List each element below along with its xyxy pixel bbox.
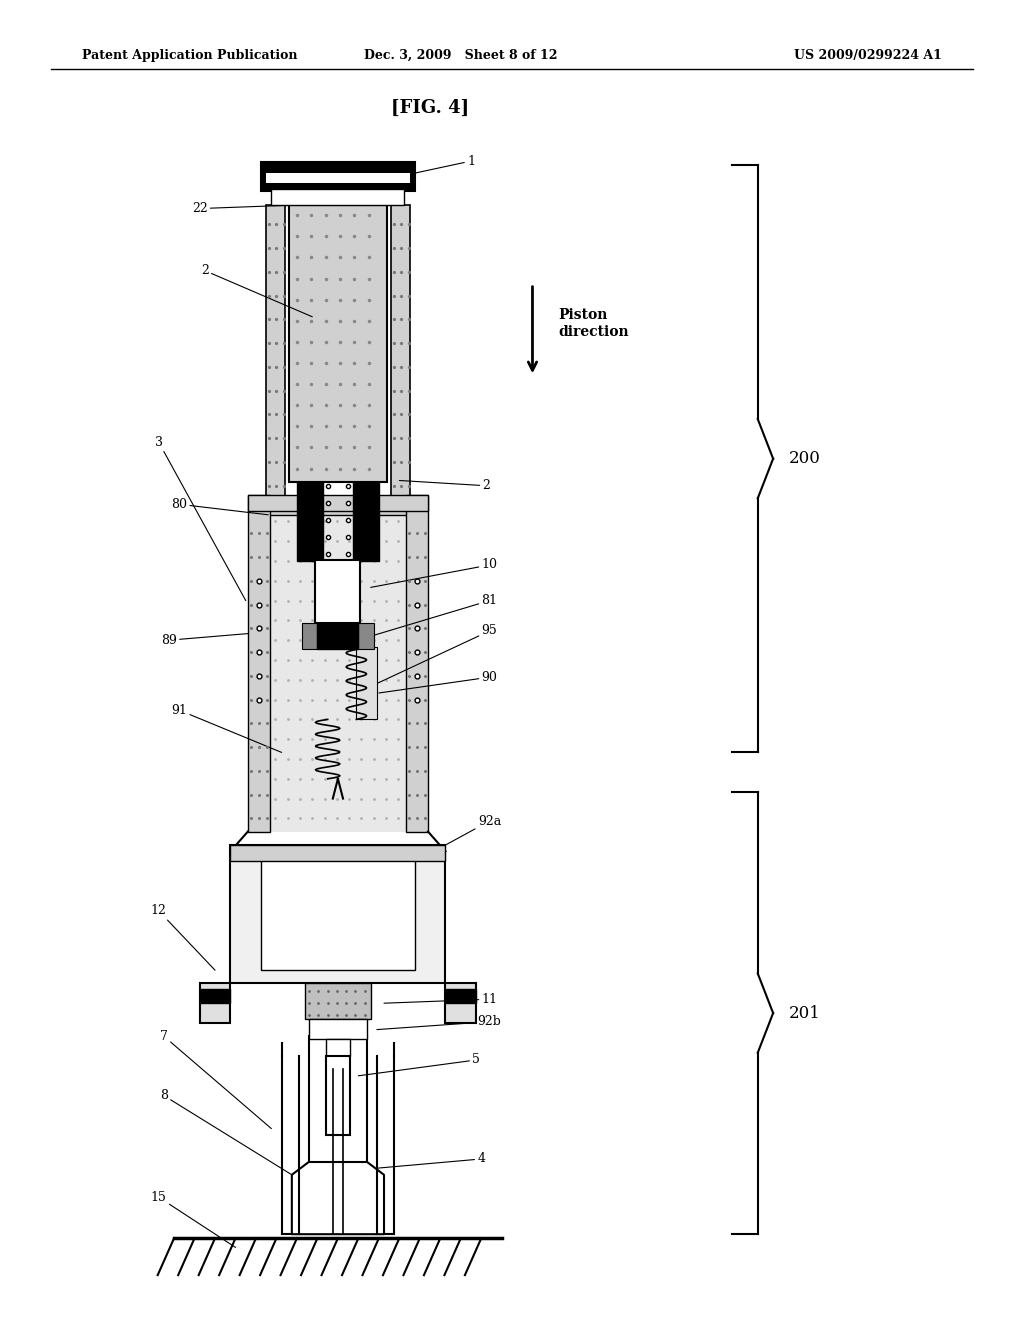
Bar — [289, 205, 387, 482]
Text: 8: 8 — [160, 1089, 292, 1175]
Text: 2: 2 — [399, 479, 490, 492]
Bar — [317, 623, 358, 649]
Bar — [406, 495, 428, 832]
Text: [FIG. 4]: [FIG. 4] — [391, 99, 469, 117]
Bar — [305, 983, 371, 1019]
Bar — [309, 1019, 367, 1039]
Bar — [270, 495, 406, 832]
Text: 11: 11 — [384, 993, 498, 1006]
Text: US 2009/0299224 A1: US 2009/0299224 A1 — [795, 49, 942, 62]
Bar — [261, 162, 415, 191]
Text: 22: 22 — [191, 202, 307, 215]
Bar — [248, 495, 428, 511]
Polygon shape — [445, 983, 476, 1023]
Bar — [326, 1056, 350, 1135]
Text: 1: 1 — [379, 154, 475, 181]
Text: 201: 201 — [788, 1005, 820, 1022]
Text: Dec. 3, 2009   Sheet 8 of 12: Dec. 3, 2009 Sheet 8 of 12 — [365, 49, 557, 62]
Bar — [326, 1039, 350, 1056]
Text: 200: 200 — [788, 450, 820, 467]
Text: 95: 95 — [371, 624, 498, 686]
Text: 90: 90 — [379, 671, 498, 693]
Bar — [230, 845, 445, 983]
Bar — [315, 560, 360, 623]
Bar — [297, 482, 323, 561]
Bar — [230, 845, 445, 861]
Bar — [445, 990, 476, 1003]
Text: 92a: 92a — [410, 814, 501, 865]
Bar — [266, 173, 410, 183]
Text: 89: 89 — [161, 634, 248, 647]
Text: 91: 91 — [171, 704, 282, 752]
Bar — [302, 623, 317, 649]
Bar — [200, 990, 230, 1003]
Polygon shape — [200, 983, 230, 1023]
Text: Patent Application Publication: Patent Application Publication — [82, 49, 297, 62]
Bar — [391, 205, 410, 502]
Bar — [261, 851, 415, 970]
Bar — [248, 495, 270, 832]
Text: 92b: 92b — [377, 1015, 502, 1030]
Text: 4: 4 — [377, 1152, 485, 1168]
Text: 10: 10 — [371, 558, 498, 587]
Text: 2: 2 — [201, 264, 312, 317]
Text: Piston
direction: Piston direction — [558, 309, 629, 338]
Bar — [353, 482, 379, 561]
Text: 12: 12 — [151, 904, 215, 970]
Text: 15: 15 — [151, 1191, 236, 1247]
Text: 80: 80 — [171, 498, 268, 515]
Text: 3: 3 — [155, 436, 246, 601]
Bar — [266, 502, 410, 515]
Text: 81: 81 — [371, 594, 498, 636]
Bar — [356, 647, 377, 719]
Bar — [271, 189, 404, 205]
Text: 7: 7 — [160, 1030, 271, 1129]
Bar — [266, 205, 285, 502]
Bar — [358, 623, 374, 649]
Text: 5: 5 — [358, 1053, 480, 1076]
Bar — [309, 1036, 367, 1162]
